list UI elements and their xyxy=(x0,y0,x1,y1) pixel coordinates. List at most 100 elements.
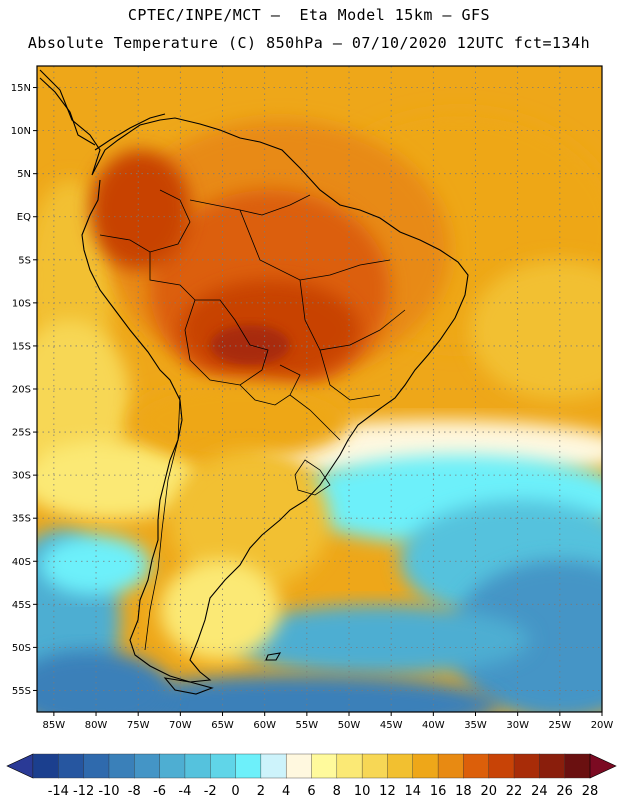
colorbar-swatch xyxy=(513,753,540,779)
colorbar-swatch xyxy=(134,753,161,779)
lon-tick-label: 25W xyxy=(549,720,572,731)
colorbar-swatch xyxy=(387,753,414,779)
lat-tick-label: 25S xyxy=(12,428,31,439)
colorbar-tick-label: -8 xyxy=(128,784,141,799)
temperature-field xyxy=(37,66,602,712)
colorbar-tick-label: -4 xyxy=(178,784,191,799)
colorbar-tick-label: 24 xyxy=(531,784,548,799)
title-line-1: CPTEC/INPE/MCT – Eta Model 15km – GFS xyxy=(127,6,491,24)
colorbar-swatch xyxy=(83,753,110,779)
colorbar-over-arrow xyxy=(589,753,617,779)
caribbean-coast xyxy=(94,113,166,151)
colorbar-tick-label: 2 xyxy=(257,784,265,799)
lon-tick-label: 60W xyxy=(253,720,276,731)
lat-tick-label: 15S xyxy=(12,341,31,352)
lon-tick-label: 55W xyxy=(296,720,319,731)
field-south-orange xyxy=(130,380,350,460)
colorbar-swatch xyxy=(235,753,262,779)
lon-tick-label: 70W xyxy=(169,720,192,731)
colorbar-tick-label: 4 xyxy=(282,784,290,799)
coastlines xyxy=(39,69,469,695)
border-venezuela-brazil xyxy=(189,194,311,216)
colorbar-tick-label: 0 xyxy=(231,784,239,799)
colorbar-swatch xyxy=(564,753,591,779)
lat-tick-label: EQ xyxy=(17,212,31,223)
field-pacific-cyan xyxy=(40,535,150,595)
colorbar-swatch xyxy=(285,753,313,779)
colorbar-swatch xyxy=(412,753,439,779)
colorbar-under-arrow xyxy=(6,753,34,779)
lat-tick-label: 50S xyxy=(12,643,31,654)
field-patagonia-north xyxy=(170,450,330,590)
border-brazil-states-3 xyxy=(319,349,381,401)
country-borders xyxy=(99,189,406,651)
colorbar-swatch xyxy=(159,753,186,779)
colorbar-tick-label: 16 xyxy=(430,784,447,799)
border-brazil-states-1 xyxy=(239,209,391,281)
colorbar-swatch xyxy=(539,753,566,779)
colorbar-swatch xyxy=(58,753,85,779)
lon-tick-label: 65W xyxy=(211,720,234,731)
lon-tick-label: 20W xyxy=(591,720,614,731)
lon-tick-label: 40W xyxy=(422,720,445,731)
colorbar-tick-label: 20 xyxy=(480,784,497,799)
lon-tick-label: 30W xyxy=(506,720,529,731)
lat-tick-label: 55S xyxy=(12,686,31,697)
lat-tick-label: 45S xyxy=(12,600,31,611)
field-north-hot xyxy=(90,150,190,270)
lat-tick-label: 10S xyxy=(12,298,31,309)
lon-tick-label: 45W xyxy=(380,720,403,731)
colorbar-swatch xyxy=(361,753,389,779)
colorbar-tick-label: -10 xyxy=(98,784,119,799)
field-sw-deep xyxy=(37,650,170,712)
border-paraguay xyxy=(239,364,301,406)
latitude-labels: 15N 10N 5N EQ 5S 10S 15S 20S 25S 30S 35S 40S 45S 50S 5… xyxy=(11,83,37,697)
colorbar-tick-label: 26 xyxy=(556,784,573,799)
colorbar-swatch xyxy=(463,753,490,779)
south-america-coastline xyxy=(39,69,469,683)
field-patagonia-south xyxy=(160,560,280,660)
colorbar-tick-label: 14 xyxy=(404,784,421,799)
colorbar-swatch xyxy=(210,753,237,779)
longitude-labels: 85W 80W 75W 70W 65W 60W 55W 50W 45W 40W 35W 30W 25W 2… xyxy=(43,712,614,731)
colorbar-swatch xyxy=(32,753,59,779)
lat-tick-label: 40S xyxy=(12,557,31,568)
lon-tick-label: 75W xyxy=(127,720,150,731)
colorbar-tick-label: -14 xyxy=(48,784,69,799)
colorbar-swatch xyxy=(336,753,363,779)
border-bolivia xyxy=(184,299,269,386)
lat-tick-label: 30S xyxy=(12,471,31,482)
field-pacific-south xyxy=(37,320,130,480)
border-chile-argentina xyxy=(144,394,181,651)
border-uruguay xyxy=(294,459,331,496)
colorbar-tick-label: 28 xyxy=(582,784,599,799)
colorbar-tick-label: 18 xyxy=(455,784,472,799)
lat-tick-label: 5N xyxy=(17,169,31,180)
falkland-islands xyxy=(265,652,282,661)
colorbar-swatch xyxy=(184,753,211,779)
lat-tick-label: 5S xyxy=(18,255,31,266)
lon-tick-label: 85W xyxy=(43,720,66,731)
colorbar: -14 -12 -10 -8 -6 -4 -2 0 2 4 6 8 10 12 14 16 18 20 22 24 26… xyxy=(6,753,617,799)
border-argentina-brazil xyxy=(289,394,341,441)
colorbar-swatch xyxy=(437,753,465,779)
title-line-2: Absolute Temperature (C) 850hPa – 07/10/… xyxy=(27,34,591,52)
field-pacific-pale xyxy=(37,440,200,520)
colorbar-tick-label: -12 xyxy=(73,784,94,799)
lat-tick-label: 10N xyxy=(11,126,31,137)
border-brazil-states-2 xyxy=(299,279,406,351)
colorbar-swatch xyxy=(488,753,515,779)
lon-tick-label: 35W xyxy=(464,720,487,731)
lat-tick-label: 15N xyxy=(11,83,31,94)
central-america-coast xyxy=(39,77,96,146)
lat-tick-label: 35S xyxy=(12,514,31,525)
colorbar-swatch xyxy=(311,753,338,779)
colorbar-tick-label: 6 xyxy=(307,784,315,799)
tierra-del-fuego xyxy=(163,677,214,695)
lon-tick-label: 50W xyxy=(338,720,361,731)
colorbar-swatch xyxy=(260,753,287,779)
colorbar-tick-label: 8 xyxy=(333,784,341,799)
colorbar-tick-label: -6 xyxy=(153,784,166,799)
colorbar-tick-label: 22 xyxy=(506,784,523,799)
